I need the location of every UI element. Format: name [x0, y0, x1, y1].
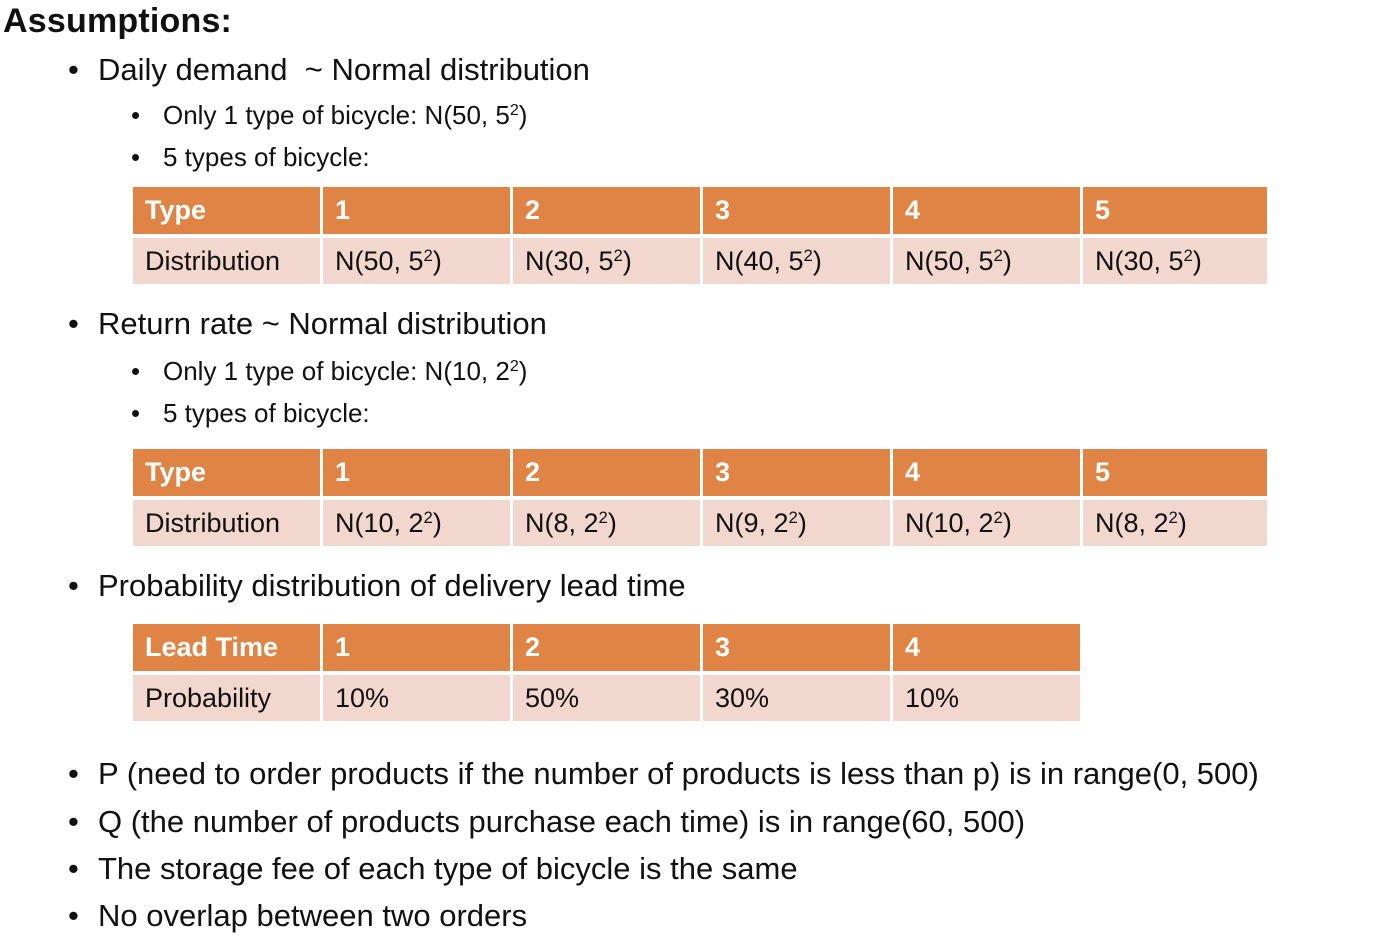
bullet-dot-icon: • [131, 398, 140, 429]
table-cell: N(9, 22) [703, 500, 893, 550]
bullet-dot-icon: • [68, 306, 79, 342]
bullet-dot-icon: • [131, 142, 140, 173]
header-cell: Type [133, 449, 323, 500]
table-cell: 10% [323, 675, 513, 725]
header-cell: Lead Time [133, 624, 323, 675]
header-cell: 3 [703, 187, 893, 238]
header-cell: 4 [893, 187, 1083, 238]
demand-table: Type 1 2 3 4 5 Distribution N(50, 52) N(… [133, 187, 1270, 288]
bullet-dot-icon: • [131, 356, 140, 387]
bullet-text: The storage fee of each type of bicycle … [98, 851, 798, 887]
row-label: Probability [133, 675, 323, 725]
table-row: Distribution N(10, 22) N(8, 22) N(9, 22)… [133, 500, 1270, 550]
header-cell: Type [133, 187, 323, 238]
table-row: Distribution N(50, 52) N(30, 52) N(40, 5… [133, 238, 1270, 288]
bullet-dot-icon: • [68, 756, 79, 792]
bullet-text: P (need to order products if the number … [98, 756, 1259, 792]
return-table: Type 1 2 3 4 5 Distribution N(10, 22) N(… [133, 449, 1270, 550]
table-cell: N(50, 52) [893, 238, 1083, 288]
header-cell: 2 [513, 187, 703, 238]
return-multi-label: 5 types of bicycle: [163, 398, 370, 429]
bullet-dot-icon: • [68, 52, 79, 88]
header-cell: 1 [323, 187, 513, 238]
table-cell: N(8, 22) [513, 500, 703, 550]
table-cell: 30% [703, 675, 893, 725]
header-cell: 1 [323, 624, 513, 675]
header-cell: 4 [893, 449, 1083, 500]
header-cell: 2 [513, 624, 703, 675]
header-cell: 4 [893, 624, 1083, 675]
table-cell: 10% [893, 675, 1083, 725]
lead-time-table: Lead Time 1 2 3 4 Probability 10% 50% 30… [133, 624, 1083, 725]
bullet-text: No overlap between two orders [98, 898, 527, 934]
demand-multi-label: 5 types of bicycle: [163, 142, 370, 173]
header-cell: 5 [1083, 187, 1270, 238]
bullet-dot-icon: • [68, 804, 79, 840]
lead-time-heading: Probability distribution of delivery lea… [98, 568, 686, 604]
demand-single-text: Only 1 type of bicycle: N(50, 52) [163, 100, 527, 131]
table-cell: N(40, 52) [703, 238, 893, 288]
table-cell: N(10, 22) [893, 500, 1083, 550]
table-cell: N(30, 52) [1083, 238, 1270, 288]
bullet-dot-icon: • [68, 851, 79, 887]
header-cell: 2 [513, 449, 703, 500]
table-cell: N(30, 52) [513, 238, 703, 288]
return-single-text: Only 1 type of bicycle: N(10, 22) [163, 356, 527, 387]
table-header-row: Type 1 2 3 4 5 [133, 449, 1270, 500]
header-cell: 5 [1083, 449, 1270, 500]
bullet-dot-icon: • [68, 898, 79, 934]
table-header-row: Lead Time 1 2 3 4 [133, 624, 1083, 675]
bullet-dot-icon: • [131, 100, 140, 131]
bullet-text: Q (the number of products purchase each … [98, 804, 1025, 840]
header-cell: 3 [703, 624, 893, 675]
table-header-row: Type 1 2 3 4 5 [133, 187, 1270, 238]
bullet-dot-icon: • [68, 568, 79, 604]
table-row: Probability 10% 50% 30% 10% [133, 675, 1083, 725]
row-label: Distribution [133, 500, 323, 550]
page-title: Assumptions: [3, 2, 232, 41]
table-cell: N(50, 52) [323, 238, 513, 288]
header-cell: 1 [323, 449, 513, 500]
return-heading: Return rate ~ Normal distribution [98, 306, 547, 342]
demand-heading: Daily demand ~ Normal distribution [98, 52, 590, 88]
header-cell: 3 [703, 449, 893, 500]
table-cell: 50% [513, 675, 703, 725]
table-cell: N(10, 22) [323, 500, 513, 550]
row-label: Distribution [133, 238, 323, 288]
table-cell: N(8, 22) [1083, 500, 1270, 550]
